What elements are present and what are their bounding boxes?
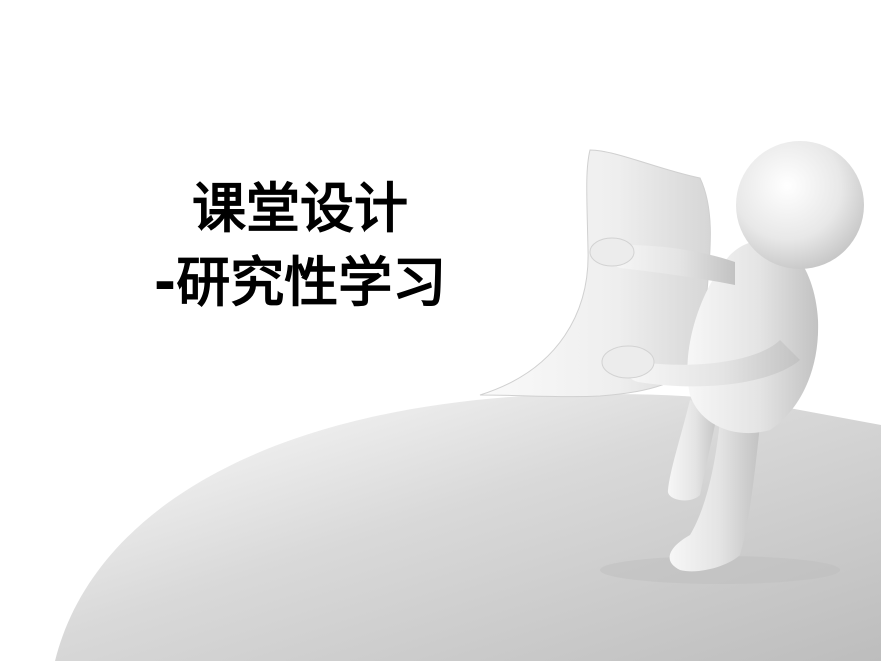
figure-lower-arm bbox=[627, 340, 800, 387]
slide-title: 课堂设计 -研究性学习 bbox=[120, 172, 480, 320]
figure-upper-hand bbox=[589, 237, 635, 267]
figure-shadow bbox=[600, 556, 840, 584]
page-curl bbox=[479, 149, 711, 398]
figure-front-leg bbox=[669, 420, 760, 572]
figure-back-leg bbox=[667, 400, 718, 501]
figure-head bbox=[736, 141, 864, 269]
title-line-1: 课堂设计 bbox=[192, 177, 408, 240]
title-line-2: -研究性学习 bbox=[153, 251, 447, 314]
figure-lower-hand bbox=[601, 345, 655, 379]
figure-upper-arm bbox=[610, 245, 735, 285]
